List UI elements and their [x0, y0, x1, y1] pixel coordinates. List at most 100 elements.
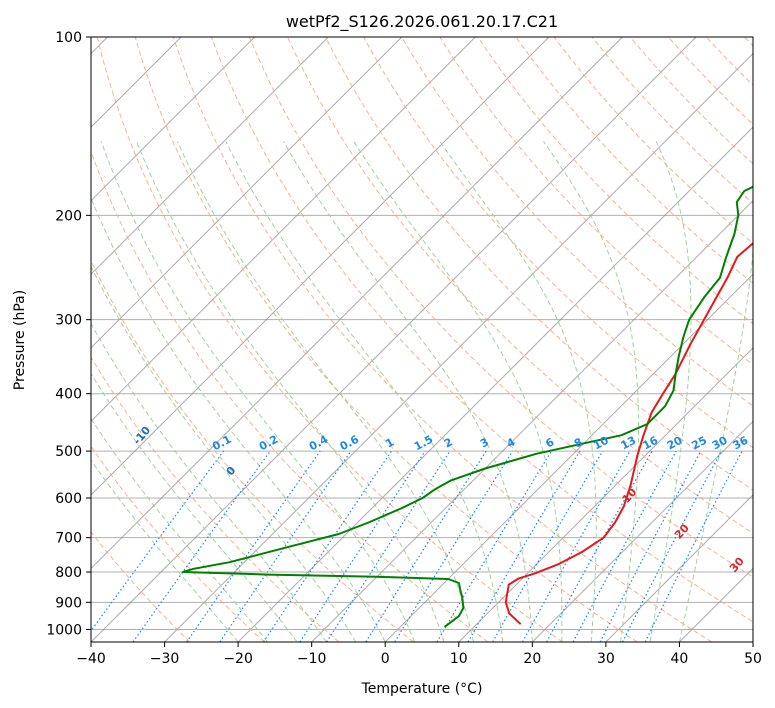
y-tick-label: 300 — [55, 313, 82, 329]
moist-adiabat — [91, 459, 239, 642]
chart-title: wetPf2_S126.2026.061.20.17.C21 — [286, 12, 558, 32]
dry-adiabat — [477, 37, 753, 325]
moist-adiabat — [91, 372, 298, 642]
y-tick-label: 800 — [55, 565, 82, 581]
dry-adiabat-label: -10 — [131, 424, 154, 448]
y-tick-label: 1000 — [46, 622, 82, 638]
isotherm-gridline — [91, 37, 550, 496]
mixing-ratio-label: 36 — [731, 434, 751, 453]
isotherm-gridline — [91, 37, 403, 349]
mixing-ratio-label: 13 — [619, 434, 639, 453]
moist-adiabat — [91, 417, 268, 642]
isotherm-gridline — [91, 37, 256, 202]
mixing-ratio-line — [436, 450, 553, 642]
mixing-ratio-line — [326, 450, 451, 642]
mixing-ratio-label: 0.6 — [338, 433, 362, 454]
mixing-ratio-label: 30 — [710, 434, 730, 453]
x-tick-label: 30 — [597, 651, 615, 667]
series-line-1 — [182, 185, 753, 628]
x-tick-label: −10 — [297, 651, 327, 667]
isotherm-gridline — [605, 494, 753, 642]
x-tick-label: 0 — [381, 651, 390, 667]
x-tick-label: 20 — [523, 651, 541, 667]
moist-adiabat — [91, 265, 357, 642]
moist-adiabat — [353, 141, 563, 642]
mixing-ratio-label: 1.5 — [412, 433, 435, 454]
mixing-ratio-line — [394, 450, 514, 642]
dry-adiabat — [96, 37, 563, 642]
y-tick-label: 100 — [55, 30, 82, 46]
isotherm-gridline — [91, 37, 329, 275]
dry-adiabat — [91, 259, 414, 642]
dry-adiabat — [667, 37, 753, 126]
series-line-0 — [504, 241, 753, 625]
plot-frame — [90, 36, 754, 643]
mixing-ratio-label: 20 — [665, 434, 685, 453]
isotherm-gridline — [91, 37, 476, 423]
dry-adiabat — [287, 37, 753, 534]
dry-adiabat — [91, 356, 340, 642]
y-axis: 100 200 300 400 500 600 700 800 900 1000 — [46, 30, 91, 638]
x-tick-label: 10 — [450, 651, 468, 667]
y-tick-label: 500 — [55, 444, 82, 460]
isotherm-gridline — [531, 420, 753, 642]
mixing-ratio-label: 6 — [543, 435, 556, 450]
dry-adiabat — [363, 37, 753, 449]
background-lines — [91, 37, 753, 642]
dry-adiabat — [91, 531, 191, 642]
isotherm-gridline — [91, 37, 623, 570]
isotherm-gridline — [384, 273, 753, 642]
dry-adiabat — [401, 37, 753, 407]
mixing-ratio-line — [599, 450, 702, 642]
mixing-ratio-line — [644, 450, 743, 642]
mixing-ratio-line — [546, 450, 653, 642]
moist-adiabat — [100, 141, 416, 642]
y-tick-label: 400 — [55, 387, 82, 403]
moist-adiabat — [136, 141, 445, 642]
moist-adiabat — [283, 141, 533, 642]
mixing-ratio-line — [572, 450, 677, 642]
dry-adiabat — [134, 37, 638, 642]
isotherm-gridline — [311, 199, 753, 642]
mixing-ratio-line — [521, 450, 631, 642]
mixing-ratio-line — [219, 450, 352, 642]
dry-adiabat — [591, 37, 753, 204]
moist-adiabat — [439, 141, 597, 642]
dry-adiabat — [553, 37, 753, 244]
mixing-ratio-line — [91, 450, 224, 632]
isotherm-gridline — [164, 52, 753, 642]
mixing-ratio-label: 10 — [591, 434, 611, 453]
y-tick-label: 200 — [55, 208, 82, 224]
moist-adiabat — [543, 141, 640, 642]
isotherm-gridline — [237, 126, 753, 642]
isotherm-gridline — [91, 37, 697, 642]
mixing-ratio-label: 25 — [689, 434, 709, 453]
mixing-ratio-line — [492, 450, 604, 642]
dry-adiabat — [172, 37, 713, 642]
mixing-ratio-line — [365, 450, 487, 642]
x-tick-label: −40 — [76, 651, 106, 667]
dry-adiabat — [210, 37, 753, 623]
mixing-ratio-line — [186, 450, 321, 642]
plot-area: 0.10.20.40.611.52346810131620253036-100-… — [91, 37, 753, 642]
mixing-ratio-line — [467, 450, 581, 642]
moist-adiabat — [649, 141, 692, 642]
x-tick-label: 50 — [744, 651, 762, 667]
mixing-ratio-label: 16 — [641, 434, 661, 453]
x-tick-label: −20 — [223, 651, 253, 667]
y-tick-label: 600 — [55, 491, 82, 507]
isotherm-gridline — [752, 641, 753, 642]
moist-adiabat — [91, 322, 327, 642]
x-tick-label: 40 — [671, 651, 689, 667]
isotherm-gridline — [458, 347, 753, 642]
dry-adiabat — [248, 37, 753, 578]
x-tick-label: −30 — [150, 651, 180, 667]
series-lines — [182, 185, 753, 628]
dry-adiabat — [515, 37, 753, 284]
moist-adiabat — [225, 141, 504, 642]
moist-adiabat — [678, 246, 753, 642]
y-tick-label: 900 — [55, 595, 82, 611]
dry-adiabat — [91, 150, 489, 642]
mixing-ratio-label: 3 — [478, 435, 491, 450]
